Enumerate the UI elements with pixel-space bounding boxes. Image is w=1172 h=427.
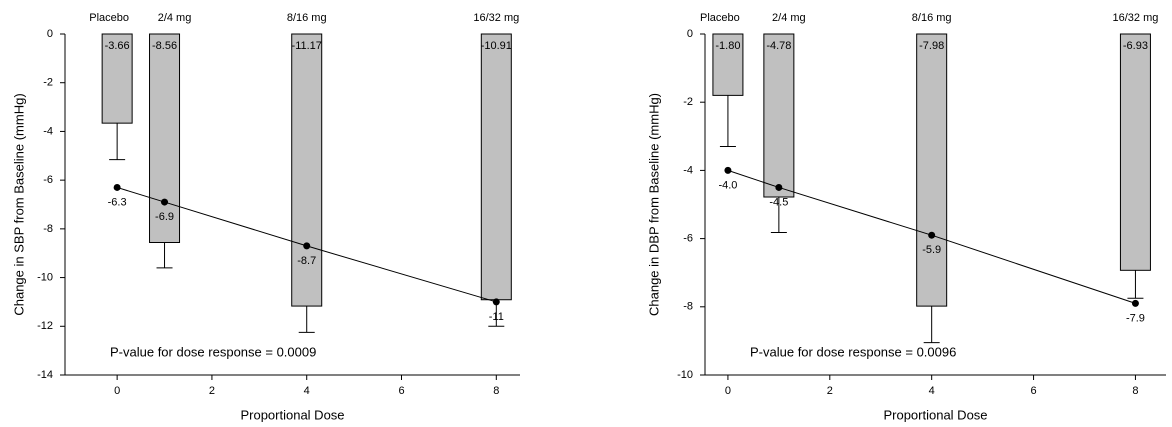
x-axis-title: Proportional Dose bbox=[883, 407, 987, 422]
bar-category-label: 16/32 mg bbox=[1112, 12, 1158, 24]
x-tick-label: 8 bbox=[493, 385, 499, 397]
point bbox=[113, 183, 121, 191]
error-bar bbox=[923, 306, 940, 344]
bar bbox=[1119, 33, 1151, 271]
y-tick-label: -6 bbox=[43, 174, 53, 186]
x-tick-label: 2 bbox=[827, 385, 833, 397]
point bbox=[724, 166, 732, 174]
bar-value-label: -7.98 bbox=[919, 40, 944, 52]
bar-value-label: -3.66 bbox=[105, 40, 130, 52]
bar bbox=[101, 33, 133, 124]
bar-value-label: -8.56 bbox=[152, 40, 177, 52]
error-bar bbox=[109, 123, 126, 161]
y-tick-label: -12 bbox=[37, 320, 53, 332]
point-value-label: -6.9 bbox=[155, 211, 174, 223]
x-tick-label: 8 bbox=[1132, 385, 1138, 397]
annotation: P-value for dose response = 0.0009 bbox=[110, 344, 316, 359]
point-value-label: -8.7 bbox=[297, 255, 316, 267]
y-tick-label: 0 bbox=[47, 28, 53, 40]
error-bar bbox=[156, 242, 173, 269]
y-tick-label: -4 bbox=[43, 125, 53, 137]
error-bar bbox=[1127, 270, 1144, 299]
bar bbox=[291, 33, 323, 307]
bar-category-label: Placebo bbox=[89, 12, 129, 24]
point-value-label: -4.0 bbox=[718, 179, 737, 191]
y-tick-label: -2 bbox=[683, 96, 693, 108]
bar bbox=[480, 33, 512, 301]
bar-value-label: -4.78 bbox=[766, 40, 791, 52]
y-tick-label: -8 bbox=[43, 223, 53, 235]
x-tick-label: 0 bbox=[725, 385, 731, 397]
y-tick-label: -2 bbox=[43, 77, 53, 89]
y-tick-label: -8 bbox=[683, 301, 693, 313]
x-tick-label: 6 bbox=[1030, 385, 1036, 397]
bar bbox=[149, 33, 181, 243]
point bbox=[928, 231, 936, 239]
bar bbox=[763, 33, 795, 198]
line bbox=[727, 169, 1136, 304]
x-tick-label: 6 bbox=[398, 385, 404, 397]
bar-category-label: 16/32 mg bbox=[473, 12, 519, 24]
bar-category-label: 2/4 mg bbox=[772, 12, 806, 24]
point-value-label: -4.5 bbox=[769, 196, 788, 208]
bar-category-label: 8/16 mg bbox=[287, 12, 327, 24]
error-bar bbox=[719, 95, 736, 148]
bar-value-label: -6.93 bbox=[1123, 40, 1148, 52]
point-value-label: -5.9 bbox=[922, 244, 941, 256]
x-tick-label: 4 bbox=[929, 385, 935, 397]
y-axis-title: Change in DBP from Baseline (mmHg) bbox=[646, 93, 661, 316]
bar-value-label: -10.91 bbox=[481, 40, 512, 52]
bar-category-label: 2/4 mg bbox=[158, 12, 192, 24]
point-value-label: -11 bbox=[489, 311, 504, 323]
error-bar bbox=[770, 196, 787, 233]
y-axis-title: Change in SBP from Baseline (mmHg) bbox=[11, 93, 26, 315]
bar-category-label: Placebo bbox=[700, 12, 740, 24]
y-tick-label: -6 bbox=[683, 233, 693, 245]
bar-value-label: -11.17 bbox=[292, 40, 322, 52]
error-bar bbox=[298, 306, 315, 333]
x-axis-title: Proportional Dose bbox=[240, 407, 344, 422]
x-tick-label: 4 bbox=[304, 385, 310, 397]
bar-value-label: -1.80 bbox=[715, 40, 740, 52]
bar bbox=[916, 33, 948, 307]
y-tick-label: -4 bbox=[683, 164, 693, 176]
y-tick-label: -10 bbox=[677, 369, 693, 381]
bar-category-label: 8/16 mg bbox=[912, 12, 952, 24]
chart: -14 -12 -10 -8 -6 -4 -2 0 0 2 4 6 8 Proportional Dose… bbox=[11, 12, 520, 422]
point bbox=[1131, 299, 1139, 307]
x-tick-label: 0 bbox=[114, 385, 120, 397]
point-value-label: -7.9 bbox=[1126, 312, 1145, 324]
chart: -10 -8 -6 -4 -2 0 0 2 4 6 8 Proportional Dose Change… bbox=[646, 12, 1166, 422]
y-tick-label: -14 bbox=[37, 369, 53, 381]
point bbox=[492, 298, 500, 306]
x-tick-label: 2 bbox=[209, 385, 215, 397]
bar bbox=[712, 33, 744, 96]
point-value-label: -6.3 bbox=[108, 196, 127, 208]
y-tick-label: 0 bbox=[687, 28, 693, 40]
point bbox=[303, 242, 311, 250]
annotation: P-value for dose response = 0.0096 bbox=[750, 344, 956, 359]
line bbox=[116, 186, 497, 303]
y-tick-label: -10 bbox=[37, 271, 53, 283]
point bbox=[161, 198, 169, 206]
point bbox=[775, 183, 783, 191]
